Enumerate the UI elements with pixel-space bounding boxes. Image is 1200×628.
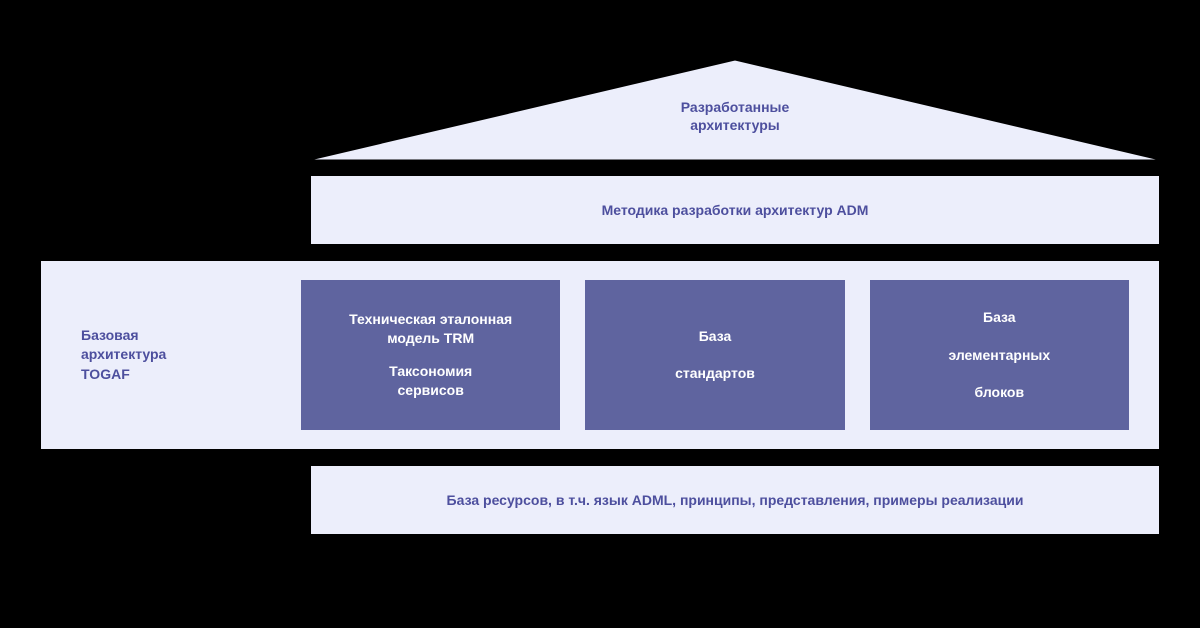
base-architecture-box: Базовая архитектура TOGAF Техническая эт… [40,260,1160,450]
base-arch-line2: архитектура [81,346,166,362]
card-blocks: База элементарных блоков [870,280,1129,430]
roof-label: Разработанные архитектуры [310,98,1160,134]
resources-box: База ресурсов, в т.ч. язык ADML, принцип… [310,465,1160,535]
diagram-container: Разработанные архитектуры Методика разра… [40,60,1160,535]
card-trm-sub: Таксономия сервисов [389,362,472,400]
adm-box: Методика разработки архитектур ADM [310,175,1160,245]
cards-row: Техническая эталонная модель TRM Таксоно… [301,280,1129,430]
adm-box-label: Методика разработки архитектур ADM [602,202,869,218]
base-architecture-label: Базовая архитектура TOGAF [81,326,301,385]
roof-label-line1: Разработанные [681,99,790,115]
base-arch-line3: TOGAF [81,366,130,382]
resources-box-label: База ресурсов, в т.ч. язык ADML, принцип… [447,492,1024,508]
roof-label-line2: архитектуры [690,117,780,133]
base-arch-line1: Базовая [81,327,139,343]
card-trm: Техническая эталонная модель TRM Таксоно… [301,280,560,430]
card-standards: База стандартов [585,280,844,430]
card-trm-main: Техническая эталонная модель TRM [349,310,512,348]
roof-section: Разработанные архитектуры [310,60,1160,160]
